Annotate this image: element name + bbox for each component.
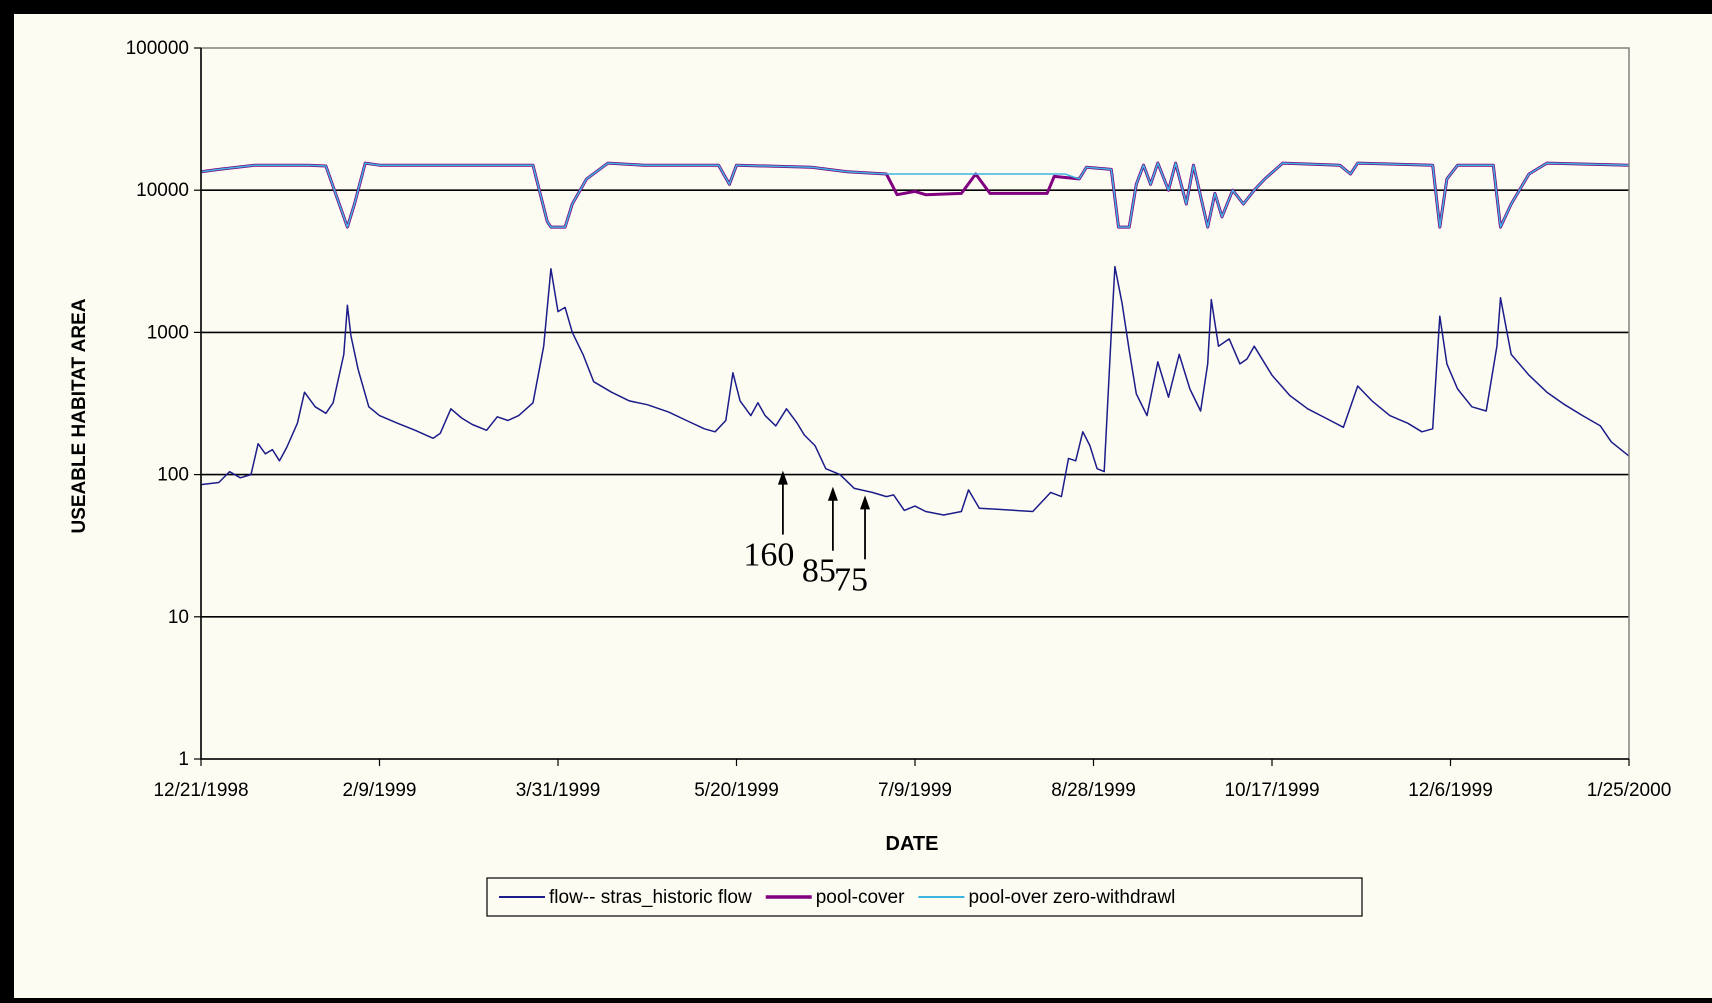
chart-frame: 1 10 100 1000 10000 100000 12/21/1998 2/9/1999 3… <box>14 14 1712 998</box>
plot-area-border <box>200 47 1630 760</box>
y-tick-label: 1 <box>178 749 189 770</box>
series-line-2 <box>200 161 1630 229</box>
y-axis-label: USEABLE HABITAT AREA <box>69 298 90 533</box>
y-tick-label: 1000 <box>147 322 189 343</box>
x-tick-label: 1/25/2000 <box>1587 780 1672 801</box>
legend-label: flow-- stras_historic flow <box>549 887 752 908</box>
x-tick-label: 3/31/1999 <box>516 780 601 801</box>
legend-label: pool-over zero-withdrawl <box>968 887 1175 908</box>
legend: flow-- stras_historic flow pool-cover pool… <box>486 877 1363 917</box>
annotation-label: 75 <box>834 561 868 598</box>
annotation-arrow-head <box>827 486 838 501</box>
habitat-chart: 1 10 100 1000 10000 100000 12/21/1998 2/9/1999 3… <box>69 38 1672 917</box>
annotation-label: 160 <box>743 537 794 574</box>
x-tick-label: 2/9/1999 <box>343 780 417 801</box>
y-tick-label: 10000 <box>136 180 189 201</box>
annotation-arrow-head <box>777 470 788 485</box>
x-tick-label: 10/17/1999 <box>1224 780 1319 801</box>
y-tick-label: 10 <box>168 607 189 628</box>
series-line-1 <box>200 265 1630 516</box>
x-tick-label: 5/20/1999 <box>694 780 779 801</box>
x-tick-label: 7/9/1999 <box>878 780 952 801</box>
x-tick-label: 8/28/1999 <box>1051 780 1136 801</box>
legend-label: pool-cover <box>816 887 905 908</box>
axes: 1 10 100 1000 10000 100000 12/21/1998 2/9/1999 3… <box>126 38 1672 801</box>
gridlines <box>201 189 1629 618</box>
y-tick-label: 100000 <box>126 38 189 59</box>
x-tick-label: 12/21/1998 <box>153 780 248 801</box>
x-tick-label: 12/6/1999 <box>1408 780 1493 801</box>
series-line-3 <box>200 162 1630 228</box>
series-lines <box>200 161 1630 516</box>
y-tick-label: 100 <box>157 465 189 486</box>
annotation-arrow-head <box>860 495 871 510</box>
annotation-label: 85 <box>802 553 836 590</box>
x-axis-label: DATE <box>886 833 939 855</box>
